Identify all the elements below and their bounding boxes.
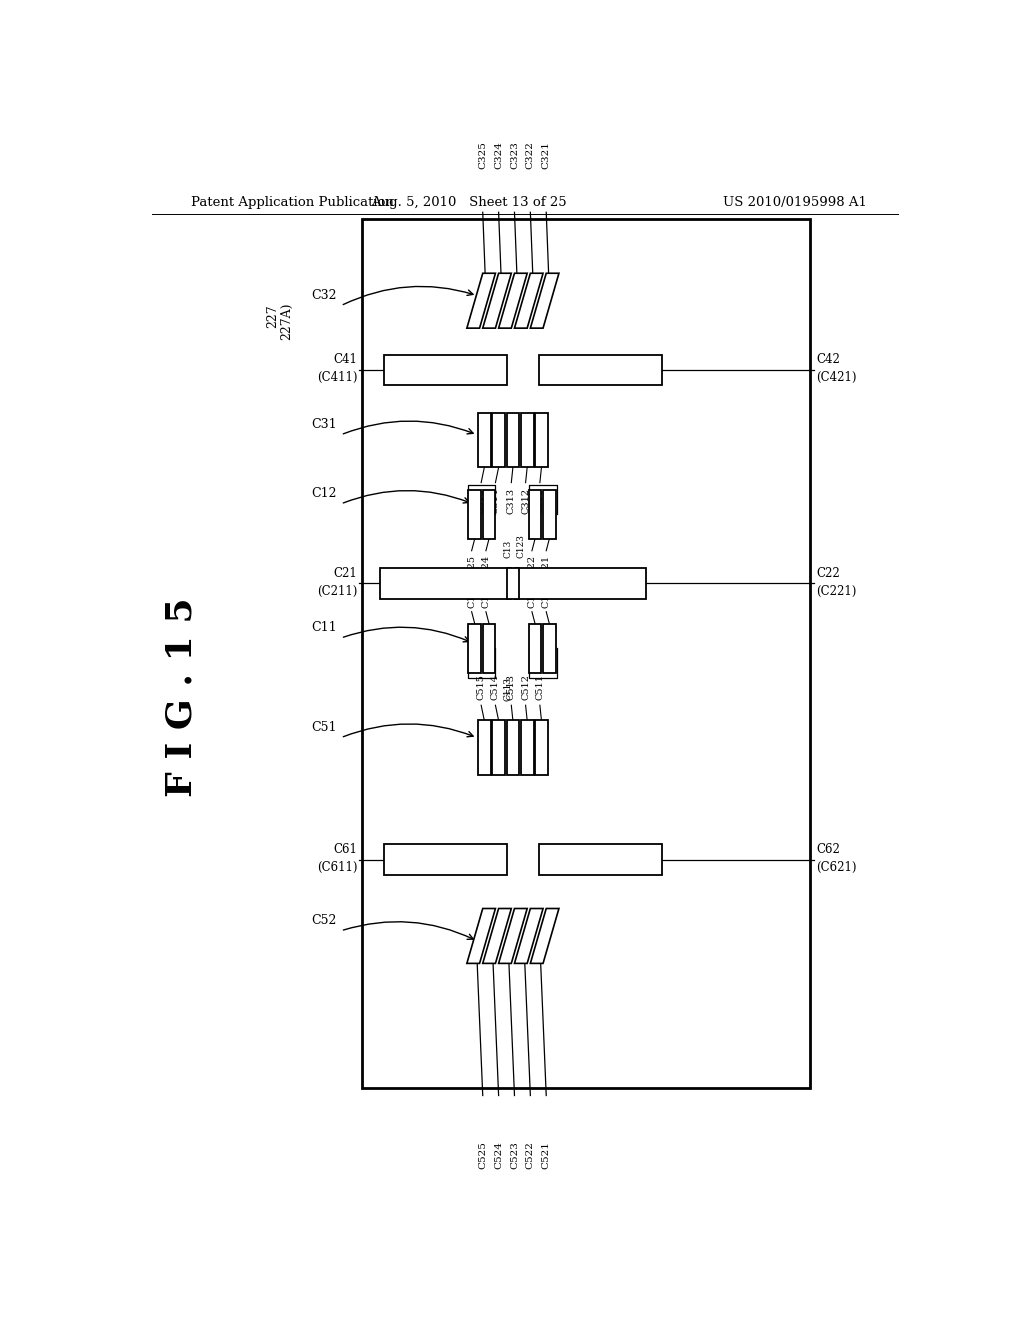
Polygon shape [514,273,543,329]
Polygon shape [530,908,559,964]
Polygon shape [467,273,496,329]
Text: C22: C22 [816,566,840,579]
Text: C113: C113 [504,677,513,701]
Text: C521: C521 [542,1142,551,1170]
Text: C114: C114 [481,582,490,607]
Bar [528,490,542,539]
Text: C322: C322 [526,141,535,169]
Bar [515,568,646,598]
Bar [468,490,481,539]
Polygon shape [482,908,511,964]
Text: US 2010/0195998 A1: US 2010/0195998 A1 [723,195,866,209]
Polygon shape [499,273,527,329]
Text: C522: C522 [526,1142,535,1170]
Bar [482,490,496,539]
Polygon shape [482,273,511,329]
Text: (C221): (C221) [816,585,856,598]
Text: Aug. 5, 2010   Sheet 13 of 25: Aug. 5, 2010 Sheet 13 of 25 [372,195,567,209]
Text: C315: C315 [476,487,485,513]
Bar [536,721,548,775]
Bar [482,624,496,673]
Text: C511: C511 [536,675,545,700]
Text: C123: C123 [516,535,525,558]
Bar [528,624,542,673]
Bar [478,721,490,775]
Text: (C211): (C211) [317,585,357,598]
Bar [507,412,519,467]
Text: 227A): 227A) [281,302,293,339]
Bar [539,355,662,385]
Bar [362,219,810,1089]
Text: C122: C122 [527,554,537,581]
Text: C512: C512 [521,675,530,700]
Text: C121: C121 [542,554,551,581]
Text: C32: C32 [311,289,337,302]
Bar [507,568,519,598]
Text: C314: C314 [490,487,500,513]
Text: C513: C513 [507,675,516,700]
Text: C112: C112 [527,582,537,607]
Bar [384,355,507,385]
Bar [536,412,548,467]
Text: C124: C124 [481,554,490,581]
Polygon shape [467,908,496,964]
Bar [507,721,519,775]
Text: C524: C524 [495,1142,503,1170]
Text: C41: C41 [334,354,357,366]
Text: (C611): (C611) [316,862,357,874]
Bar [521,721,534,775]
Text: C523: C523 [510,1142,519,1170]
Bar [384,845,507,875]
Polygon shape [499,908,527,964]
Text: (C421): (C421) [816,371,856,384]
Text: C323: C323 [510,141,519,169]
Text: F I G . 1 5: F I G . 1 5 [165,597,199,797]
Text: C51: C51 [311,721,337,734]
Bar [539,845,662,875]
Bar [493,412,505,467]
Text: C52: C52 [311,915,337,927]
Text: C62: C62 [816,843,840,857]
Bar [521,412,534,467]
Bar [493,721,505,775]
Text: C514: C514 [490,675,500,700]
Text: C61: C61 [334,843,357,857]
Text: C12: C12 [311,487,337,500]
Text: C111: C111 [542,582,551,607]
Text: C11: C11 [311,622,337,635]
Polygon shape [530,273,559,329]
Text: (C621): (C621) [816,862,856,874]
Text: C13: C13 [504,540,513,558]
Text: C324: C324 [495,141,503,169]
Bar [543,624,556,673]
Text: C115: C115 [467,582,476,607]
Text: C311: C311 [536,487,545,513]
Bar [380,568,511,598]
Text: C312: C312 [521,487,530,513]
Text: C321: C321 [542,141,551,169]
Text: (C411): (C411) [316,371,357,384]
Text: C325: C325 [478,141,487,169]
Bar [468,624,481,673]
Text: C125: C125 [467,554,476,581]
Bar [478,412,490,467]
Text: C31: C31 [311,418,337,432]
Text: C42: C42 [816,354,840,366]
Text: C525: C525 [478,1142,487,1170]
Text: 227: 227 [266,304,279,327]
Polygon shape [514,908,543,964]
Bar [543,490,556,539]
Text: C515: C515 [476,675,485,700]
Text: C21: C21 [334,566,357,579]
Text: C313: C313 [507,487,516,513]
Text: Patent Application Publication: Patent Application Publication [191,195,394,209]
